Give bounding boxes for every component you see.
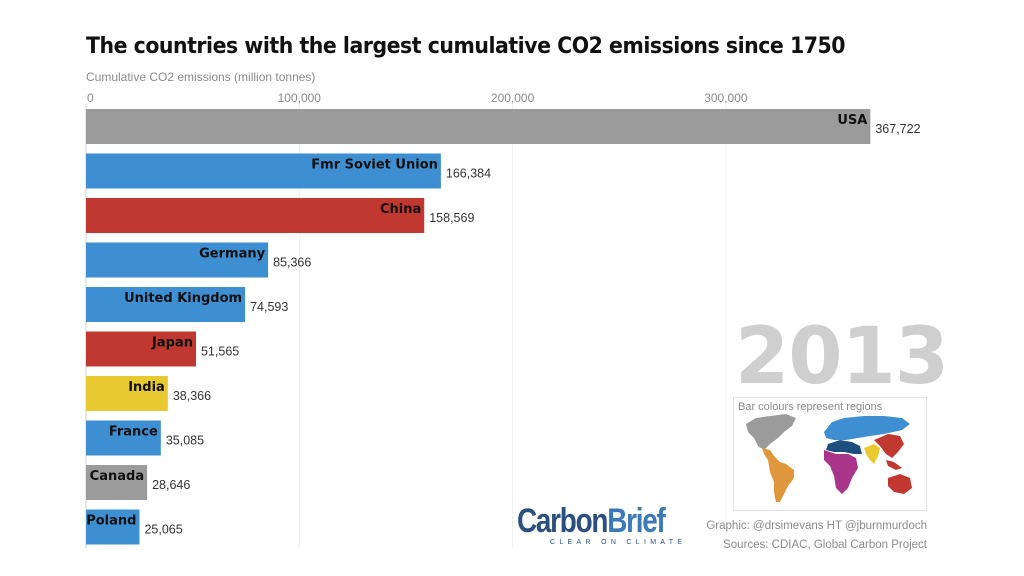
bar bbox=[86, 287, 246, 322]
world-map-icon bbox=[746, 414, 912, 502]
bar-label: United Kingdom bbox=[124, 291, 242, 306]
logo-carbon: Carbon bbox=[517, 502, 608, 540]
value-label: 158,569 bbox=[429, 211, 474, 225]
bar bbox=[86, 109, 871, 144]
bar-label: India bbox=[128, 380, 165, 395]
region-legend: Bar colours represent regions bbox=[733, 397, 927, 511]
map-sub-saharan-africa bbox=[824, 450, 858, 494]
credits: Graphic: @drsimevans HT @jburnmurdoch So… bbox=[706, 517, 927, 555]
value-label: 28,646 bbox=[152, 478, 190, 492]
bar-label: USA bbox=[837, 113, 867, 128]
x-tick-label: 0 bbox=[87, 91, 94, 105]
legend-caption: Bar colours represent regions bbox=[738, 401, 883, 413]
map-south-asia bbox=[864, 444, 880, 464]
bar bbox=[86, 420, 161, 456]
bar-label: Poland bbox=[86, 514, 136, 529]
map-middle-east-north-africa bbox=[826, 440, 862, 454]
value-label: 74,593 bbox=[250, 300, 288, 314]
bar-label: France bbox=[109, 425, 158, 440]
value-label: 367,722 bbox=[875, 122, 920, 136]
bar bbox=[86, 509, 140, 545]
map-latin-america bbox=[762, 448, 794, 502]
bar-label: China bbox=[380, 202, 421, 217]
bar bbox=[86, 331, 196, 367]
bar bbox=[86, 465, 148, 500]
bar bbox=[86, 376, 168, 411]
x-tick-label: 200,000 bbox=[491, 91, 535, 105]
map-europe-eurasia bbox=[824, 416, 910, 440]
bar bbox=[86, 153, 441, 189]
axis-title: Cumulative CO2 emissions (million tonnes… bbox=[86, 70, 316, 84]
chart-title: The countries with the largest cumulativ… bbox=[86, 34, 846, 59]
graphic-credit: Graphic: @drsimevans HT @jburnmurdoch bbox=[706, 520, 927, 532]
value-label: 25,065 bbox=[144, 523, 182, 537]
logo-tagline: CLEAR ON CLIMATE bbox=[550, 539, 687, 546]
value-label: 38,366 bbox=[173, 389, 211, 403]
bar-label: Germany bbox=[199, 247, 265, 262]
map-north-america bbox=[746, 414, 796, 450]
carbonbrief-logo: CarbonBrief CLEAR ON CLIMATE bbox=[517, 504, 697, 546]
value-label: 85,366 bbox=[273, 256, 311, 270]
bar bbox=[86, 198, 425, 233]
x-tick-label: 300,000 bbox=[704, 91, 748, 105]
logo-brief: Brief bbox=[607, 502, 666, 540]
value-label: 35,085 bbox=[166, 434, 204, 448]
bar-label: Canada bbox=[90, 469, 144, 484]
year-label: 2013 bbox=[735, 312, 949, 402]
bar bbox=[86, 242, 269, 278]
sources-credit: Sources: CDIAC, Global Carbon Project bbox=[723, 539, 927, 551]
x-tick-label: 100,000 bbox=[278, 91, 322, 105]
value-label: 51,565 bbox=[201, 345, 239, 359]
value-label: 166,384 bbox=[446, 167, 491, 181]
bar-label: Fmr Soviet Union bbox=[311, 158, 438, 173]
map-east-asia-pacific bbox=[874, 434, 912, 494]
bar-label: Japan bbox=[151, 336, 193, 351]
